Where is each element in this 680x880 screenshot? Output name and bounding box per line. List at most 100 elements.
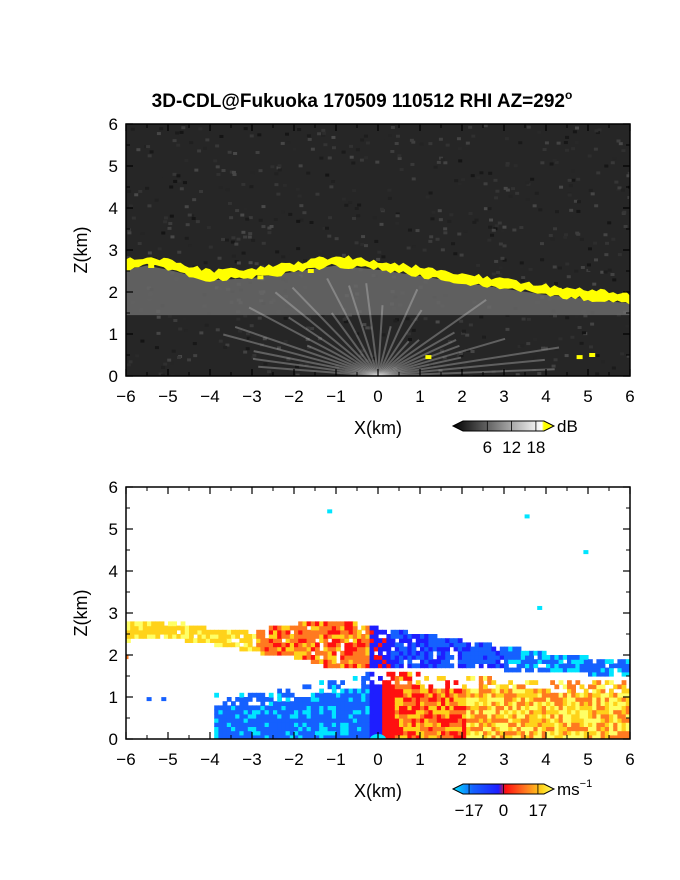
velocity-cell [436,713,442,719]
velocity-cell [588,659,593,664]
velocity-cell [579,701,585,706]
velocity-cell [226,726,232,732]
velocity-cell [474,701,480,706]
velocity-cell [495,713,501,719]
velocity-cell [336,734,341,739]
velocity-cell [478,646,484,652]
velocity-cell [604,713,610,719]
velocity-cell [487,734,492,739]
velocity-cell [495,650,501,656]
velocity-cell [474,650,480,656]
velocity-cell [260,629,266,635]
x-tick-label: 2 [457,750,466,769]
velocity-cell [281,730,287,736]
near-range-scatter [178,277,578,376]
velocity-cell [478,642,484,648]
velocity-cell [575,713,581,719]
velocity-cell [403,726,408,732]
noise-speck [363,134,368,138]
velocity-cell [537,730,543,736]
velocity-cell [466,701,471,706]
velocity-cell [281,734,287,739]
noise-speck [198,127,203,131]
velocity-cell [336,629,341,635]
velocity-cell [260,638,266,643]
velocity-cell [390,718,396,723]
velocity-cell [541,697,547,702]
velocity-cell [529,734,534,739]
velocity-cell [407,650,413,656]
velocity-cell [617,684,623,690]
noise-speck [303,259,308,263]
noise-speck [620,352,625,356]
velocity-cell [344,709,350,715]
velocity-cell [462,709,467,715]
velocity-cell [264,638,270,643]
scatter-ray [377,299,487,376]
velocity-cell [470,713,476,719]
velocity-cell [407,726,413,732]
velocity-cell [525,709,530,715]
velocity-cell [302,634,308,639]
velocity-cell [399,705,404,711]
noise-speck [307,137,312,141]
velocity-cell [268,726,274,732]
velocity-cell [159,629,165,635]
noise-speck [612,156,617,160]
velocity-cell [378,688,383,694]
velocity-cell [310,726,316,732]
velocity-cell [470,734,476,739]
velocity-cell [462,663,467,669]
velocity-cell [239,638,245,643]
velocity-cell [386,726,392,732]
velocity-cell [243,726,249,732]
velocity-cell [352,692,358,698]
intensity-colorbar-bar [451,420,556,432]
velocity-cell [596,684,602,690]
noise-speck [567,178,572,182]
scatter-ray [377,356,462,376]
velocity-cell [474,692,480,698]
noise-speck [618,142,623,146]
velocity-cell [592,663,597,669]
velocity-cell [508,680,513,685]
velocity-cell [525,701,530,706]
velocity-cell [394,659,400,664]
velocity-cell [348,642,354,648]
noise-speck [611,237,616,241]
noise-speck [360,242,365,246]
velocity-cell [147,621,152,627]
velocity-cell [621,667,627,673]
velocity-cell [512,650,518,656]
noise-speck [518,141,523,145]
velocity-cell [210,638,215,643]
velocity-cell [495,709,501,715]
noise-speck [419,142,424,146]
noise-speck [138,189,143,193]
velocity-cell [386,730,392,736]
velocity-cell [361,705,366,711]
velocity-cell [315,726,320,732]
velocity-cell [369,625,375,631]
velocity-cell [399,676,404,681]
velocity-cell [369,638,375,643]
velocity-cell [445,697,450,702]
intensity-colorbar-ticks: 6 12 18 [483,421,545,457]
velocity-cell [462,688,467,694]
velocity-cell [252,730,257,736]
x-tick-label: −3 [242,750,261,769]
velocity-cell [428,655,434,660]
velocity-cell [214,726,219,732]
noise-speck [281,255,286,259]
y-tick-label: 1 [109,688,118,707]
velocity-cell [331,709,337,715]
velocity-cell [331,642,337,648]
velocity-cell [243,713,249,719]
velocity-cell [352,634,358,639]
velocity-cell [273,722,278,727]
velocity-cell [285,629,291,635]
noise-speck [344,203,349,207]
velocity-cell [386,701,392,706]
velocity-cell [273,705,278,711]
velocity-cell [201,638,207,643]
